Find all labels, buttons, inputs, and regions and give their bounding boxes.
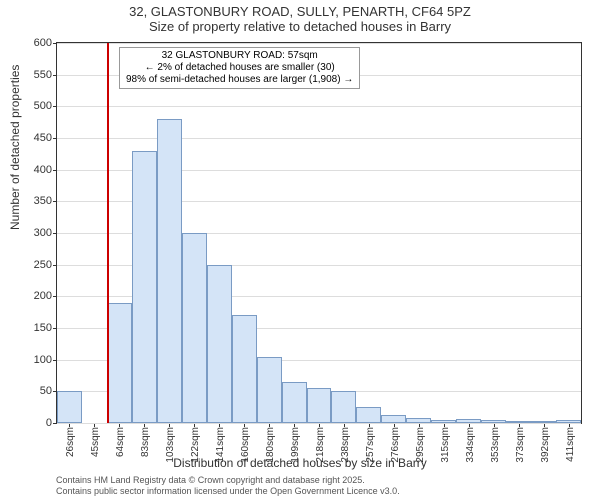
- annotation-line2: ← 2% of detached houses are smaller (30): [126, 62, 353, 74]
- y-tick-label: 50: [40, 385, 52, 397]
- y-tick-label: 100: [34, 354, 52, 366]
- chart-title: 32, GLASTONBURY ROAD, SULLY, PENARTH, CF…: [0, 0, 600, 34]
- reference-line: [107, 43, 109, 423]
- y-axis-label: Number of detached properties: [8, 65, 22, 230]
- histogram-bar: [506, 421, 531, 423]
- y-tick-label: 200: [34, 290, 52, 302]
- histogram-bar: [132, 151, 157, 423]
- histogram-bar: [431, 420, 456, 423]
- x-tick-label: 45sqm: [90, 427, 101, 457]
- y-tick-label: 600: [34, 37, 52, 49]
- y-tick-label: 350: [34, 195, 52, 207]
- x-tick-label: 26sqm: [65, 427, 76, 457]
- grid-line: [57, 43, 581, 44]
- y-tick-label: 150: [34, 322, 52, 334]
- histogram-bar: [356, 407, 381, 423]
- grid-line: [57, 423, 581, 424]
- y-tick-label: 250: [34, 259, 52, 271]
- y-tick-label: 450: [34, 132, 52, 144]
- annotation-box: 32 GLASTONBURY ROAD: 57sqm ← 2% of detac…: [119, 47, 360, 89]
- title-address: 32, GLASTONBURY ROAD, SULLY, PENARTH, CF…: [0, 4, 600, 19]
- annotation-line3: 98% of semi-detached houses are larger (…: [126, 74, 353, 86]
- y-tick-label: 550: [34, 69, 52, 81]
- y-tick-label: 400: [34, 164, 52, 176]
- histogram-bar: [232, 315, 257, 423]
- grid-line: [57, 138, 581, 139]
- histogram-bar: [282, 382, 307, 423]
- credits-line1: Contains HM Land Registry data © Crown c…: [56, 475, 400, 486]
- x-axis-label: Distribution of detached houses by size …: [0, 456, 600, 470]
- histogram-bar: [556, 420, 581, 423]
- histogram-bar: [307, 388, 332, 423]
- x-tick-label: 64sqm: [115, 427, 126, 457]
- histogram-bar: [157, 119, 182, 423]
- grid-line: [57, 106, 581, 107]
- histogram-bar: [531, 421, 556, 423]
- title-subtitle: Size of property relative to detached ho…: [0, 19, 600, 34]
- histogram-bar: [331, 391, 356, 423]
- histogram-chart: 32 GLASTONBURY ROAD: 57sqm ← 2% of detac…: [56, 42, 582, 424]
- histogram-bar: [57, 391, 82, 423]
- histogram-bar: [481, 420, 506, 423]
- histogram-bar: [406, 418, 431, 423]
- histogram-bar: [456, 419, 481, 423]
- credits: Contains HM Land Registry data © Crown c…: [56, 475, 400, 497]
- histogram-bar: [107, 303, 132, 423]
- x-tick-label: 83sqm: [140, 427, 151, 457]
- histogram-bar: [207, 265, 232, 423]
- y-tick-label: 500: [34, 100, 52, 112]
- histogram-bar: [182, 233, 207, 423]
- y-tick-label: 0: [46, 417, 52, 429]
- y-tick-label: 300: [34, 227, 52, 239]
- annotation-line1: 32 GLASTONBURY ROAD: 57sqm: [126, 50, 353, 62]
- histogram-bar: [381, 415, 406, 423]
- histogram-bar: [257, 357, 282, 424]
- credits-line2: Contains public sector information licen…: [56, 486, 400, 497]
